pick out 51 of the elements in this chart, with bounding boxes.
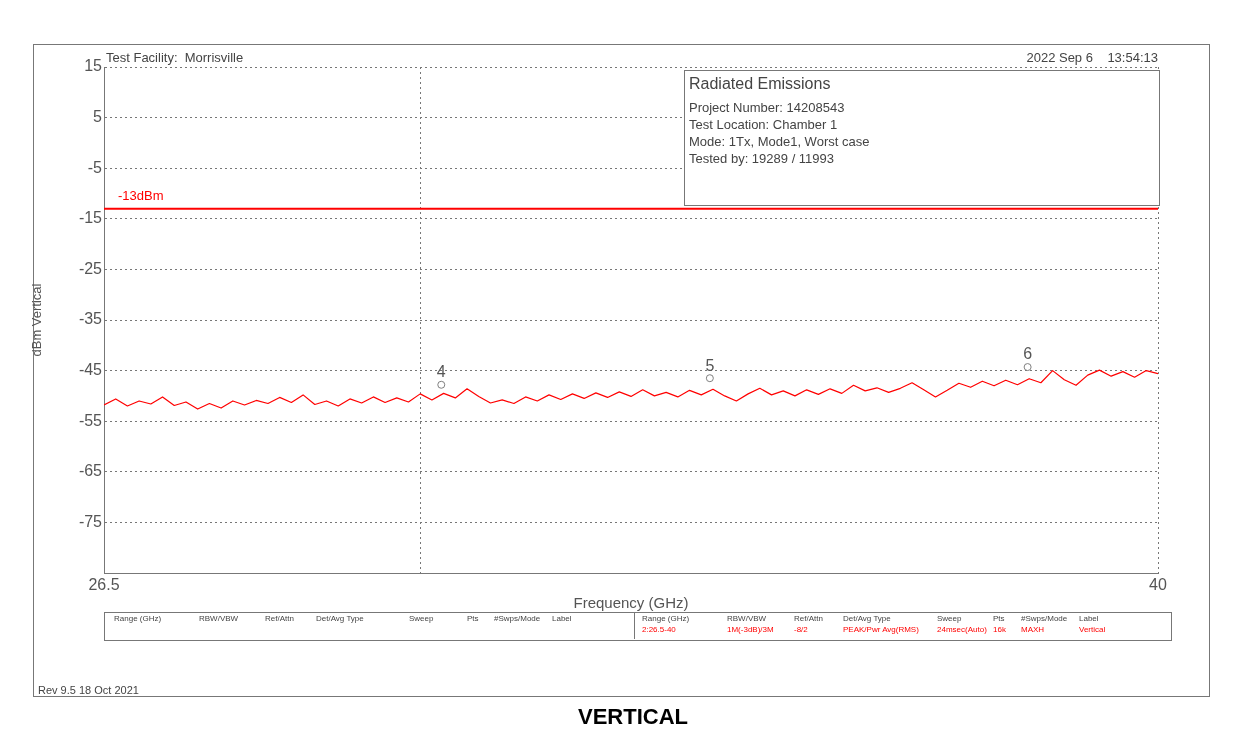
- annotation: Test Location: Chamber 1: [689, 117, 838, 132]
- text: RBW/VBW: [199, 614, 239, 624]
- y-tick-label: -35: [78, 310, 103, 328]
- text: PEAK/Pwr Avg(RMS): [843, 625, 919, 635]
- text: Label: [1079, 614, 1099, 624]
- x-axis-title: Frequency (GHz): [573, 594, 689, 612]
- text: -8/2: [794, 625, 808, 635]
- x-tick-label: 26.5: [88, 576, 120, 594]
- text: Pts: [467, 614, 479, 624]
- annotation: Mode: 1Tx, Mode1, Worst case: [689, 134, 870, 149]
- text: Pts: [993, 614, 1005, 624]
- text: 2:26.5-40: [642, 625, 676, 635]
- text: 16k: [993, 625, 1006, 635]
- annotation: 6: [1023, 345, 1033, 363]
- x-tick-label: 40: [1149, 576, 1167, 594]
- text: Range (GHz): [114, 614, 162, 624]
- text: Test Facility: Morrisville: [106, 50, 244, 65]
- text: 24msec(Auto): [937, 625, 987, 635]
- text: Vertical: [1079, 625, 1106, 635]
- text: Sweep: [937, 614, 962, 624]
- y-tick-label: -65: [78, 462, 103, 480]
- y-tick-label: -25: [78, 259, 103, 277]
- text: Radiated Emissions: [689, 75, 831, 93]
- text: 2022 Sep 6 13:54:13: [1026, 50, 1158, 65]
- annotation: Tested by: 19289 / 11993: [689, 151, 835, 166]
- annotation: Project Number: 14208543: [689, 100, 845, 115]
- text: Range (GHz): [642, 614, 690, 624]
- annotation: 4: [436, 363, 446, 381]
- text: Det/Avg Type: [843, 614, 891, 624]
- y-tick-label: -55: [78, 411, 103, 429]
- text: Sweep: [409, 614, 434, 624]
- text: Ref/Attn: [794, 614, 823, 624]
- text: Label: [552, 614, 572, 624]
- text: Rev 9.5 18 Oct 2021: [38, 683, 139, 698]
- y-axis-title: dBm Vertical: [29, 283, 45, 357]
- text: VERTICAL: [577, 704, 689, 730]
- y-tick-label: -15: [78, 209, 103, 227]
- text: RBW/VBW: [727, 614, 767, 624]
- y-tick-label: -45: [78, 361, 103, 379]
- text: #Swps/Mode: [494, 614, 541, 624]
- text: MAXH: [1021, 625, 1045, 635]
- y-tick-label: -5: [87, 158, 103, 176]
- y-tick-label: -75: [78, 512, 103, 530]
- text: #Swps/Mode: [1021, 614, 1068, 624]
- text: Det/Avg Type: [316, 614, 364, 624]
- ref-line-label: -13dBm: [118, 187, 164, 203]
- y-tick-label: 5: [93, 108, 103, 126]
- text: Ref/Attn: [265, 614, 294, 624]
- annotation: 5: [705, 356, 715, 374]
- y-tick-label: 15: [84, 57, 103, 75]
- text: 1M(-3dB)/3M: [727, 625, 774, 635]
